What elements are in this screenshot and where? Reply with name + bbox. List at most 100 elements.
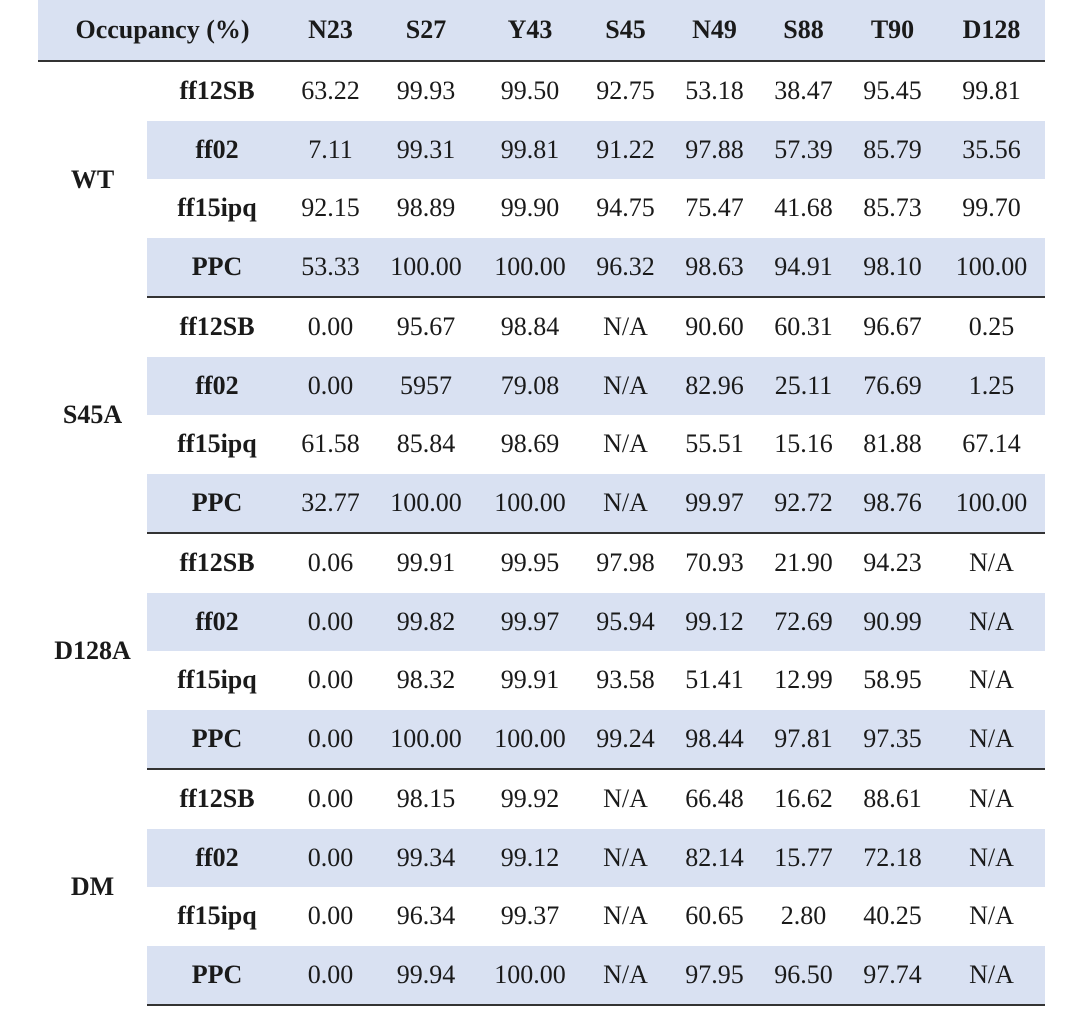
- forcefield-label: ff15ipq: [177, 901, 257, 931]
- group-label: DM: [38, 769, 147, 1005]
- column-header: N49: [669, 0, 761, 62]
- occupancy-cell: 5957: [374, 356, 479, 415]
- occupancy-cell: 100.00: [374, 709, 479, 770]
- occupancy-cell: 85.79: [847, 120, 939, 179]
- occupancy-cell: 99.92: [500, 784, 560, 814]
- occupancy-cell: 99.97: [478, 592, 583, 651]
- occupancy-cell: N/A: [603, 901, 648, 931]
- occupancy-cell: 79.08: [478, 356, 583, 415]
- occupancy-cell: 53.33: [287, 237, 375, 298]
- occupancy-cell: N/A: [582, 356, 670, 415]
- occupancy-cell: 99.91: [500, 665, 560, 695]
- occupancy-cell: 99.82: [374, 592, 479, 651]
- occupancy-cell: 35.56: [938, 120, 1046, 179]
- occupancy-cell: 100.00: [938, 473, 1046, 534]
- table-row: S45A ff12SB 0.00 95.67 98.84 N/A 90.60 60.31 96.…: [38, 297, 1045, 533]
- occupancy-cell: N/A: [938, 945, 1046, 1006]
- occupancy-cell: 75.47: [685, 193, 744, 223]
- occupancy-cell: 97.88: [669, 120, 761, 179]
- occupancy-cell: N/A: [969, 784, 1014, 814]
- occupancy-cell: 0.00: [307, 784, 354, 814]
- occupancy-cell: N/A: [582, 828, 670, 887]
- table-body: WT ff12SB 63.22 99.93 99.50 92.75 53.18 38.47 95…: [38, 61, 1046, 1006]
- occupancy-cell: 95.67: [396, 312, 456, 342]
- occupancy-cell: N/A: [938, 828, 1046, 887]
- occupancy-cell: 90.99: [847, 592, 939, 651]
- occupancy-cell: 95.94: [582, 592, 670, 651]
- occupancy-cell: 99.90: [500, 193, 560, 223]
- occupancy-cell: 99.12: [478, 828, 583, 887]
- table-row: DM ff12SB 0.00 98.15 99.92 N/A 66.48 16.62 88.61…: [38, 769, 1045, 1005]
- occupancy-cell: N/A: [969, 548, 1014, 578]
- forcefield-label: ff12SB: [179, 784, 255, 814]
- occupancy-cell: 1.25: [938, 356, 1046, 415]
- column-header: S88: [760, 0, 848, 62]
- occupancy-cell: 99.24: [582, 709, 670, 770]
- occupancy-cell: 98.76: [847, 473, 939, 534]
- occupancy-cell: 55.51: [685, 429, 744, 459]
- occupancy-cell: 97.35: [847, 709, 939, 770]
- occupancy-cell: 94.23: [863, 548, 922, 578]
- occupancy-cell: 99.50: [500, 76, 560, 106]
- occupancy-cell: 98.10: [847, 237, 939, 298]
- table-row: WT ff12SB 63.22 99.93 99.50 92.75 53.18 38.47 95…: [38, 61, 1045, 297]
- occupancy-cell: 100.00: [374, 473, 479, 534]
- occupancy-cell: 98.44: [669, 709, 761, 770]
- occupancy-cell: 0.00: [287, 592, 375, 651]
- group-label: WT: [38, 61, 147, 297]
- group-label: D128A: [38, 533, 147, 769]
- occupancy-cell: 98.15: [396, 784, 456, 814]
- occupancy-cell: 99.34: [374, 828, 479, 887]
- occupancy-cell: 60.31: [774, 312, 833, 342]
- occupancy-cell: 100.00: [938, 237, 1046, 298]
- occupancy-cell: 97.81: [760, 709, 848, 770]
- occupancy-cell: 0.00: [307, 312, 354, 342]
- occupancy-cell: 15.77: [760, 828, 848, 887]
- occupancy-cell: 99.31: [374, 120, 479, 179]
- occupancy-cell: 15.16: [774, 429, 833, 459]
- occupancy-cell: 57.39: [760, 120, 848, 179]
- occupancy-cell: 7.11: [287, 120, 375, 179]
- header-row: Occupancy (%) N23 S27 Y43 S45 N49 S88 T9…: [38, 0, 1046, 62]
- occupancy-cell: 88.61: [863, 784, 922, 814]
- forcefield-label: ff12SB: [179, 312, 255, 342]
- occupancy-cell: 98.63: [669, 237, 761, 298]
- table-row: ff02 0.00 99.34 99.12 N/A 82.14 15.77 72.18 N/A: [38, 828, 1046, 887]
- occupancy-cell: 0.00: [287, 945, 375, 1006]
- occupancy-cell: 99.94: [374, 945, 479, 1006]
- table-row: ff02 7.11 99.31 99.81 91.22 97.88 57.39 85.79 35…: [38, 120, 1046, 179]
- occupancy-cell: 0.00: [287, 828, 375, 887]
- occupancy-cell: 92.15: [301, 193, 360, 223]
- occupancy-cell: 72.18: [847, 828, 939, 887]
- table-row: D128A ff12SB 0.06 99.91 99.95 97.98 70.93 21.90…: [38, 533, 1045, 769]
- occupancy-cell: N/A: [582, 945, 670, 1006]
- column-header: S27: [374, 0, 479, 62]
- occupancy-cell: 98.32: [396, 665, 456, 695]
- table-row: ff15ipq 92.15 98.89 99.90 94.75 75.47 41.68 85.…: [38, 179, 1045, 238]
- table-row: ff15ipq 0.00 98.32 99.91 93.58 51.41 12.99 58.9…: [38, 651, 1045, 710]
- occupancy-cell: 98.84: [500, 312, 560, 342]
- occupancy-cell: 53.18: [685, 76, 744, 106]
- group-label: S45A: [38, 297, 147, 533]
- occupancy-cell: 25.11: [760, 356, 848, 415]
- occupancy-cell: 16.62: [774, 784, 833, 814]
- forcefield-label: PPC: [147, 237, 288, 298]
- occupancy-cell: 38.47: [774, 76, 833, 106]
- occupancy-cell: 99.12: [669, 592, 761, 651]
- occupancy-cell: 70.93: [685, 548, 744, 578]
- table-row: PPC 0.00 100.00 100.00 99.24 98.44 97.81 97.35 N…: [38, 709, 1046, 770]
- occupancy-cell: 97.74: [847, 945, 939, 1006]
- occupancy-cell: 99.37: [500, 901, 560, 931]
- occupancy-cell: 58.95: [863, 665, 922, 695]
- occupancy-cell: 92.75: [596, 76, 655, 106]
- occupancy-cell: 99.95: [500, 548, 560, 578]
- forcefield-label: ff12SB: [179, 76, 255, 106]
- occupancy-cell: 60.65: [685, 901, 744, 931]
- occupancy-cell: 76.69: [847, 356, 939, 415]
- occupancy-cell: 72.69: [760, 592, 848, 651]
- occupancy-cell: 85.84: [396, 429, 456, 459]
- occupancy-cell: 98.69: [500, 429, 560, 459]
- occupancy-cell: 0.00: [307, 665, 354, 695]
- occupancy-cell: 40.25: [863, 901, 922, 931]
